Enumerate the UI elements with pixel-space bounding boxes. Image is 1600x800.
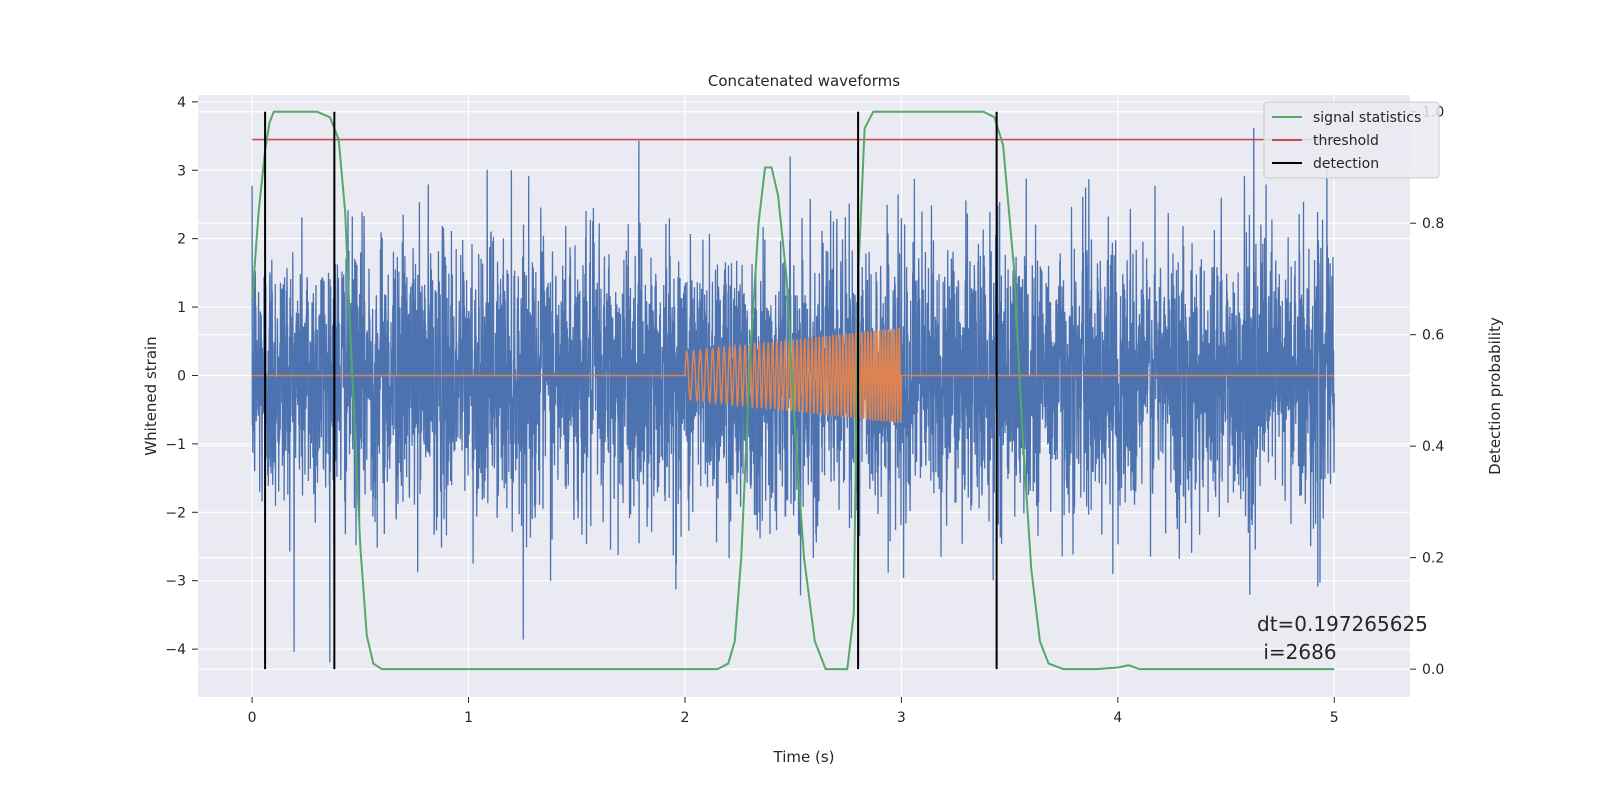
y-right-tick-label: 0.6 (1422, 328, 1444, 344)
legend: signal statistics threshold detection (1263, 101, 1440, 179)
injected-signal-series (252, 328, 1335, 424)
x-tick-label: 4 (1113, 710, 1122, 726)
y-left-tick-label: −3 (165, 574, 186, 590)
y-axis-right-label: Detection probability (1486, 317, 1504, 475)
y-right-tick-label: 0.2 (1422, 551, 1444, 567)
x-axis: 0 1 2 3 4 5 (248, 697, 1339, 726)
x-tick-label: 3 (897, 710, 906, 726)
y-left-tick-label: 0 (177, 368, 186, 384)
y-right-tick-label: 0.8 (1422, 216, 1444, 232)
y-right-tick-label: 0.4 (1422, 439, 1444, 455)
signal-statistics-series (251, 110, 1335, 671)
y-axis-right: 1.00.80.60.40.20.0 (1410, 105, 1444, 678)
y-right-tick-label: 0.0 (1422, 662, 1444, 678)
y-axis-left-label: Whitened strain (142, 336, 160, 455)
annotation-dt: dt=0.197265625 (1257, 612, 1428, 636)
y-left-tick-label: −2 (165, 505, 186, 521)
legend-label: signal statistics (1313, 110, 1421, 126)
x-tick-label: 1 (464, 710, 473, 726)
y-left-tick-label: 3 (177, 163, 186, 179)
y-left-tick-label: 1 (177, 300, 186, 316)
detection-series (264, 111, 998, 670)
y-left-tick-label: −4 (165, 642, 186, 658)
x-tick-label: 0 (248, 710, 257, 726)
injected-signal-line (252, 328, 1335, 424)
legend-label: detection (1313, 156, 1379, 172)
x-tick-label: 5 (1330, 710, 1339, 726)
legend-box (1263, 101, 1440, 179)
legend-label: threshold (1313, 133, 1379, 149)
y-axis-left: 4 3 2 1 0 −1 −2 −3 −4 (165, 95, 198, 658)
signal-statistics-line (251, 110, 1335, 671)
y-left-tick-label: −1 (165, 437, 186, 453)
chart-title: Concatenated waveforms (708, 72, 900, 90)
x-axis-label: Time (s) (773, 748, 835, 766)
x-tick-label: 2 (681, 710, 690, 726)
annotation-index: i=2686 (1257, 640, 1337, 664)
y-left-tick-label: 2 (177, 232, 186, 248)
y-left-tick-label: 4 (177, 95, 186, 111)
